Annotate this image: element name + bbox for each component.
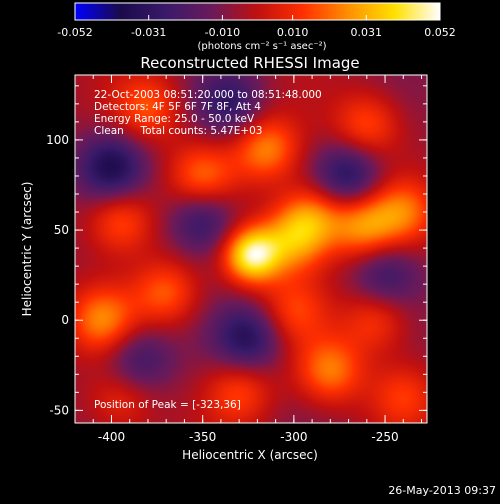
y-tick-label: -50	[49, 403, 69, 417]
plot-frame	[74, 74, 428, 424]
colorbar-tick-label: 0.010	[277, 26, 309, 39]
colorbar-tick-label: -0.052	[57, 26, 92, 39]
x-tick-label: -250	[371, 430, 398, 444]
colorbar-tick-label: 0.031	[351, 26, 383, 39]
annotation-clean-counts: Clean Total counts: 5.47E+03	[94, 125, 263, 137]
y-tick-label: 50	[54, 223, 69, 237]
axis-ticks: -400 -350 -300 -250 100 50 0 -50	[46, 75, 427, 444]
chart-title: Reconstructed RHESSI Image	[140, 54, 359, 72]
colorbar-unit-label: (photons cm⁻² s⁻¹ asec⁻²)	[197, 41, 326, 52]
colorbar	[74, 2, 441, 21]
x-tick-label: -400	[98, 430, 125, 444]
x-tick-label: -350	[189, 430, 216, 444]
peak-position-label: Position of Peak = [-323,36]	[94, 399, 241, 411]
image-container	[75, 75, 427, 423]
annotation-block: 22-Oct-2003 08:51:20.000 to 08:51:48.000…	[94, 89, 322, 137]
annotation-time-range: 22-Oct-2003 08:51:20.000 to 08:51:48.000	[94, 89, 322, 101]
colorbar-tick-label: 0.052	[424, 26, 456, 39]
y-tick-label: 100	[46, 133, 69, 147]
x-tick-label: -300	[280, 430, 307, 444]
x-axis-label: Heliocentric X (arcsec)	[182, 448, 318, 462]
colorbar-tick-label: -0.031	[131, 26, 166, 39]
y-axis-label: Heliocentric Y (arcsec)	[20, 182, 34, 317]
heatmap-canvas	[75, 75, 427, 423]
annotation-energy-range: Energy Range: 25.0 - 50.0 keV	[94, 113, 255, 125]
footer-timestamp: 26-May-2013 09:37	[388, 484, 496, 497]
y-tick-label: 0	[61, 313, 69, 327]
colorbar-tick-label: -0.010	[205, 26, 240, 39]
colorbar-ticks: -0.052 -0.031 -0.010 0.010 0.031 0.052	[57, 15, 456, 39]
annotation-detectors: Detectors: 4F 5F 6F 7F 8F, Att 4	[94, 101, 261, 113]
